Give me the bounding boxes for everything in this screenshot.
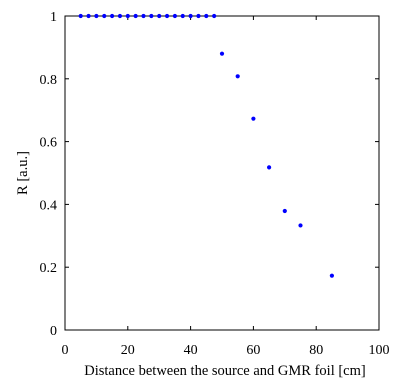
x-tick-label: 0 — [62, 343, 69, 358]
data-point — [267, 165, 272, 170]
axis-tick-labels: 0 20 40 60 80 100 0 0.2 0.4 0.6 0.8 1 — [40, 10, 390, 358]
y-tick-label: 0.2 — [40, 261, 58, 276]
data-point — [219, 51, 225, 56]
data-point — [125, 13, 130, 19]
data-point — [164, 13, 170, 19]
x-axis-label: Distance between the source and GMR foil… — [84, 363, 365, 379]
y-tick-label: 0 — [50, 324, 57, 339]
plot-area-frame — [64, 15, 380, 331]
x-tick-label: 100 — [369, 343, 390, 358]
data-point — [157, 13, 162, 19]
data-point — [212, 13, 217, 19]
data-point — [94, 13, 99, 19]
data-point — [180, 13, 185, 19]
x-tick-label: 40 — [184, 343, 198, 358]
data-point — [282, 208, 287, 214]
y-tick-label: 1 — [50, 10, 57, 25]
data-point — [149, 13, 154, 19]
data-points — [78, 13, 334, 278]
x-tick-label: 20 — [121, 343, 135, 358]
data-point — [86, 13, 91, 19]
y-tick-label: 0.6 — [40, 136, 58, 151]
data-point — [78, 13, 83, 19]
data-point — [141, 13, 146, 19]
y-tick-label: 0.8 — [40, 73, 58, 88]
data-point — [110, 13, 115, 19]
data-point — [102, 13, 107, 19]
data-point — [133, 13, 138, 19]
data-point — [235, 74, 240, 79]
axis-ticks — [64, 15, 380, 331]
y-axis-label: R [a.u.] — [15, 151, 31, 195]
data-point — [251, 116, 256, 121]
data-point — [204, 13, 209, 19]
x-tick-label: 60 — [246, 343, 260, 358]
y-tick-label: 0.4 — [40, 198, 58, 213]
data-point — [329, 273, 334, 278]
data-point — [298, 223, 303, 228]
x-tick-label: 80 — [309, 343, 323, 358]
data-point — [196, 13, 201, 19]
data-point — [172, 13, 177, 19]
data-point — [117, 13, 123, 19]
data-point — [188, 13, 193, 19]
